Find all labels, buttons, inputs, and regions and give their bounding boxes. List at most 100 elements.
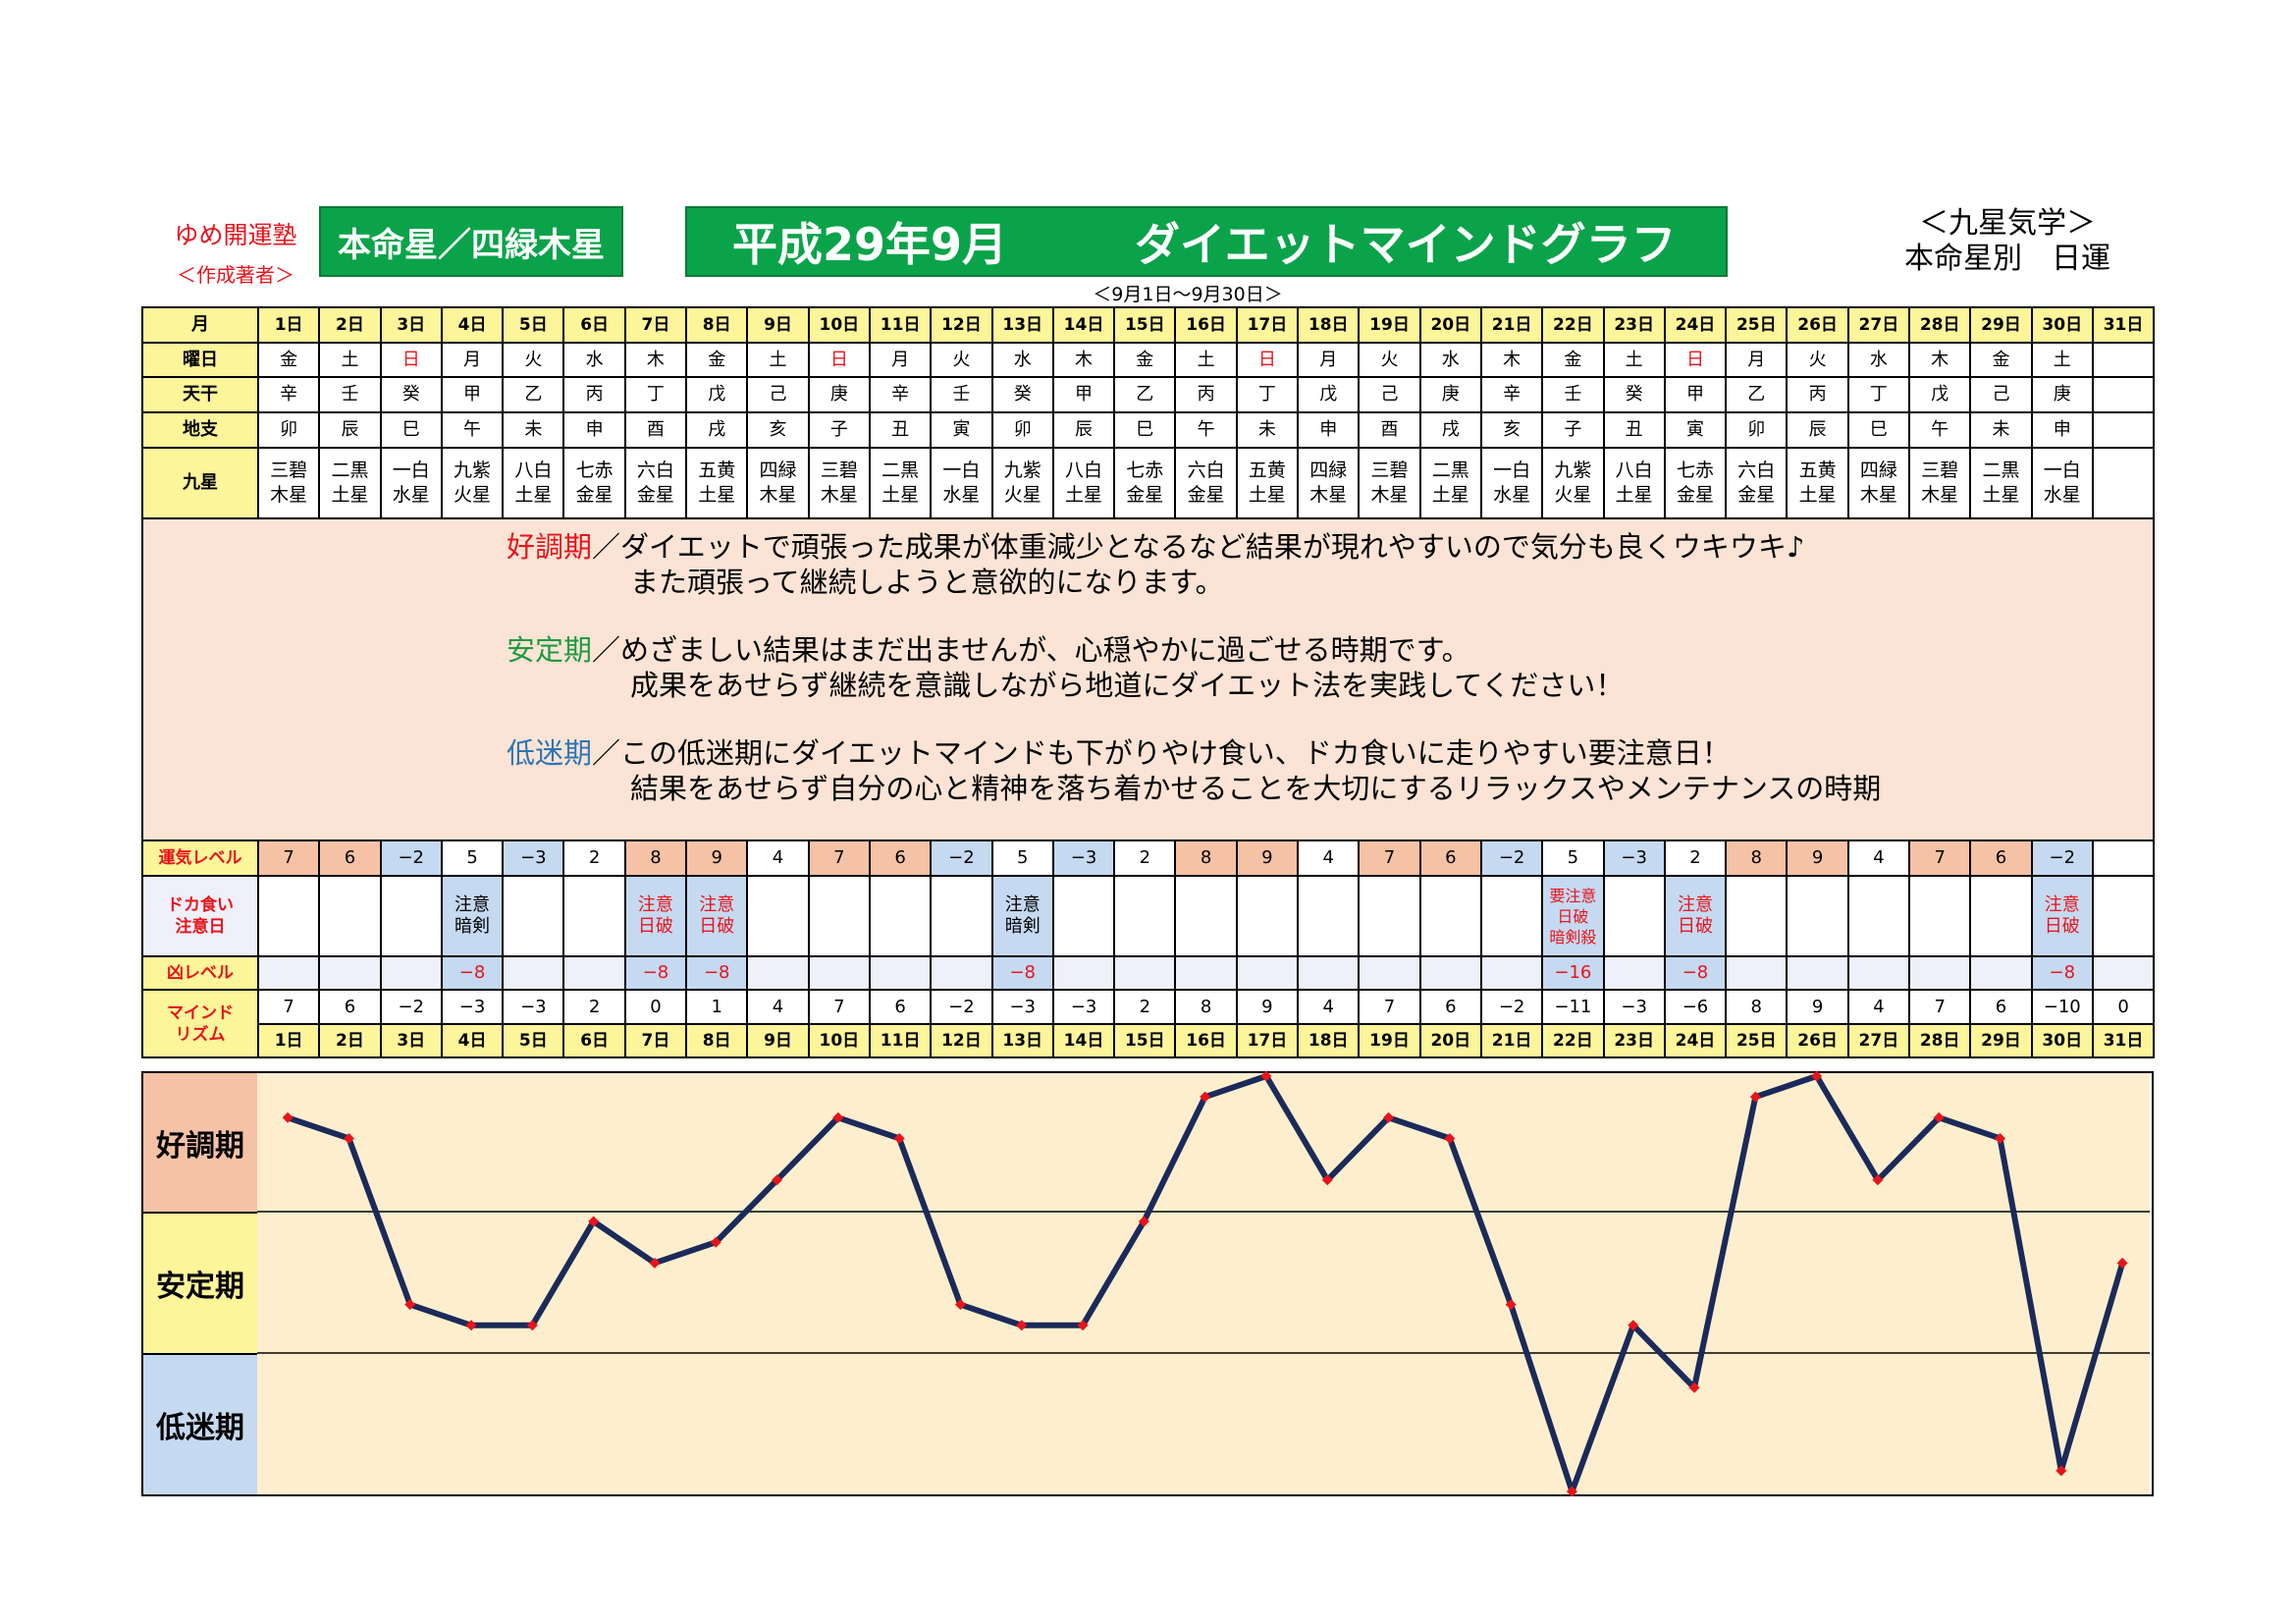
kyo-cell [1846, 955, 1911, 991]
unki-cell: 2 [1113, 839, 1177, 877]
chishi-cell: 未 [1969, 411, 2033, 449]
day-cell-bottom: 15日 [1113, 1023, 1177, 1058]
mind-cell: 6 [868, 989, 933, 1025]
honmei-star-box: 本命星／四緑木星 [319, 206, 623, 277]
tenkan-cell: 甲 [1663, 376, 1728, 413]
weekday-cell: 日 [379, 342, 443, 378]
kyo-cell [562, 955, 626, 991]
weekday-cell: 火 [1786, 342, 1849, 378]
day-cell: 28日 [1908, 306, 1972, 344]
day-cell-bottom: 12日 [930, 1023, 993, 1058]
org-name: ゆめ開運塾 [174, 221, 297, 249]
day-cell-bottom: 21日 [1479, 1023, 1544, 1058]
dokagui-text: 要注意 [1549, 886, 1597, 905]
day-cell-bottom: 22日 [1541, 1023, 1605, 1058]
kyusei-star: 一白 [942, 460, 981, 481]
kyusei-cell: 九紫 火星 [990, 447, 1054, 519]
mind-cell: 9 [1235, 989, 1300, 1025]
day-cell-bottom: 24日 [1663, 1023, 1728, 1058]
tenkan-cell: 乙 [1113, 376, 1177, 413]
tenkan-cell: 辛 [256, 376, 321, 413]
row-label-month: 月 [141, 306, 259, 344]
day-cell: 31日 [2091, 306, 2156, 344]
description-text: ／この低迷期にダイエットマインドも下がりやけ食い、ドカ食いに走りやすい要注意日！ [592, 736, 1731, 770]
unki-cell: −2 [930, 839, 993, 877]
unki-cell: 9 [1786, 839, 1849, 877]
day-cell-bottom: 6日 [562, 1023, 626, 1058]
chishi-cell: 寅 [1663, 411, 1728, 449]
dokagui-text: 日破 [2044, 916, 2080, 937]
row-label-kyusei: 九星 [141, 447, 259, 519]
kyusei-star: 九紫 [1003, 460, 1041, 481]
unki-cell: 5 [440, 839, 505, 877]
tenkan-cell: 己 [746, 376, 810, 413]
day-cell: 25日 [1725, 306, 1789, 344]
chishi-cell: 申 [2030, 411, 2094, 449]
dokagui-cell: 注意 暗剣 [990, 875, 1054, 957]
title-graph-name: ダイエットマインドグラフ [1135, 218, 1677, 271]
dokagui-text: 注意 [454, 894, 491, 915]
chishi-cell: 申 [1297, 411, 1361, 449]
kyusei-star: 一白 [1493, 460, 1531, 481]
day-cell: 20日 [1418, 306, 1482, 344]
dokagui-cell: 注意 日破 [685, 875, 749, 957]
description-subline: また頑張って継続しようと意欲的になります。 [630, 566, 1224, 599]
row-label-dokagui: ドカ食い 注意日 [141, 875, 259, 957]
kyo-cell [1479, 955, 1544, 991]
kyusei-star: 七赤 [575, 460, 614, 481]
kyo-cell: −8 [685, 955, 749, 991]
day-cell-bottom: 29日 [1969, 1023, 2033, 1058]
kyusei-star: 五黄 [698, 460, 736, 481]
weekday-cell: 金 [685, 342, 749, 378]
tenkan-cell: 癸 [1602, 376, 1666, 413]
description-term: 低迷期 [507, 736, 593, 770]
tenkan-cell: 甲 [440, 376, 505, 413]
kyusei-cell: 二黒 土星 [318, 447, 382, 519]
chishi-cell: 戌 [1418, 411, 1482, 449]
mind-cell: −11 [1541, 989, 1605, 1025]
tenkan-cell: 壬 [1541, 376, 1605, 413]
kyusei-element: 金星 [1737, 484, 1776, 506]
dokagui-cell [1846, 875, 1911, 957]
dokagui-cell [930, 875, 993, 957]
plot-background [257, 1073, 2150, 1494]
kyusei-element: 土星 [1982, 484, 2020, 506]
dokagui-cell [1174, 875, 1238, 957]
unki-cell: 5 [990, 839, 1054, 877]
kyusei-element: 木星 [820, 484, 858, 506]
mind-rhythm-point [1505, 1299, 1517, 1311]
period-label: ＜9月1日～9月30日＞ [1093, 284, 1283, 305]
kyusei-star: 三碧 [270, 460, 308, 481]
mind-rhythm-point [465, 1320, 477, 1331]
dokagui-cell [318, 875, 382, 957]
kyusei-cell: 六白 金星 [623, 447, 688, 519]
kyusei-cell: 三碧 木星 [807, 447, 871, 519]
kyo-cell [379, 955, 443, 991]
dokagui-cell [1418, 875, 1482, 957]
unki-cell [2091, 839, 2156, 877]
unki-cell: 6 [318, 839, 382, 877]
row-label-chishi: 地支 [141, 411, 259, 449]
day-cell-bottom: 14日 [1051, 1023, 1116, 1058]
tenkan-cell: 庚 [2030, 376, 2094, 413]
kyo-cell: −16 [1541, 955, 1605, 991]
kyusei-star: 二黒 [881, 460, 920, 481]
mind-cell: 2 [562, 989, 626, 1025]
kyusei-cell: 二黒 土星 [1418, 447, 1482, 519]
kyusei-star: 五黄 [1798, 460, 1837, 481]
chishi-cell: 未 [502, 411, 565, 449]
chishi-cell: 卯 [990, 411, 1054, 449]
weekday-cell: 土 [1602, 342, 1666, 378]
mind-cell: 8 [1725, 989, 1789, 1025]
tenkan-cell: 壬 [318, 376, 382, 413]
tenkan-cell: 辛 [868, 376, 933, 413]
tenkan-cell: 癸 [379, 376, 443, 413]
kyusei-star: 七赤 [1676, 460, 1714, 481]
kyusei-element: 土星 [881, 484, 920, 506]
tenkan-cell: 乙 [1725, 376, 1789, 413]
unki-cell: 8 [1725, 839, 1789, 877]
mind-rhythm-point [2056, 1465, 2067, 1477]
kyusei-element: 土星 [698, 484, 736, 506]
day-cell-bottom: 9日 [746, 1023, 810, 1058]
day-cell: 4日 [440, 306, 505, 344]
